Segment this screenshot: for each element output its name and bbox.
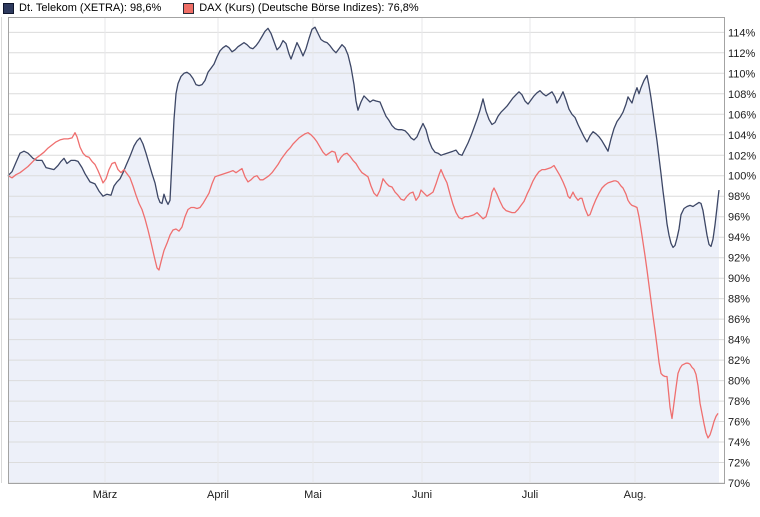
x-month-label: Juni bbox=[412, 489, 432, 501]
telekom-area-fill bbox=[8, 27, 719, 483]
y-tick-label: 76% bbox=[728, 417, 750, 429]
y-tick-label: 92% bbox=[728, 253, 750, 265]
x-month-label: Aug. bbox=[624, 489, 647, 501]
y-tick-label: 84% bbox=[728, 335, 750, 347]
x-month-label: Mai bbox=[304, 489, 322, 501]
y-tick-label: 100% bbox=[728, 171, 756, 183]
legend: Dt. Telekom (XETRA): 98,6% DAX (Kurs) (D… bbox=[3, 1, 419, 15]
y-tick-label: 96% bbox=[728, 212, 750, 224]
y-tick-label: 106% bbox=[728, 109, 756, 121]
dax-series-swatch-icon bbox=[183, 2, 195, 14]
plot-border bbox=[8, 17, 725, 484]
legend-item-telekom: Dt. Telekom (XETRA): 98,6% bbox=[3, 2, 161, 14]
y-tick-label: 114% bbox=[728, 27, 756, 39]
x-month-label: Juli bbox=[522, 489, 539, 501]
y-tick-label: 72% bbox=[728, 458, 750, 470]
y-tick-label: 86% bbox=[728, 314, 750, 326]
y-tick-label: 90% bbox=[728, 273, 750, 285]
y-tick-label: 80% bbox=[728, 376, 750, 388]
y-tick-label: 112% bbox=[728, 48, 756, 60]
y-tick-label: 104% bbox=[728, 130, 756, 142]
y-tick-label: 74% bbox=[728, 437, 750, 449]
legend-label-telekom: Dt. Telekom (XETRA): 98,6% bbox=[19, 2, 162, 14]
legend-label-dax: DAX (Kurs) (Deutsche Börse Indizes): 76,… bbox=[199, 2, 419, 14]
y-tick-label: 110% bbox=[728, 68, 756, 80]
dax-series-line bbox=[7, 132, 719, 439]
x-month-label: März bbox=[93, 489, 117, 501]
x-month-label: April bbox=[207, 489, 229, 501]
legend-item-dax: DAX (Kurs) (Deutsche Börse Indizes): 76,… bbox=[183, 2, 419, 14]
y-tick-label: 88% bbox=[728, 294, 750, 306]
y-tick-label: 70% bbox=[728, 478, 750, 490]
telekom-series-swatch-icon bbox=[3, 2, 14, 14]
y-tick-label: 98% bbox=[728, 191, 750, 203]
y-tick-label: 94% bbox=[728, 232, 750, 244]
y-tick-label: 78% bbox=[728, 396, 750, 408]
y-tick-label: 102% bbox=[728, 150, 756, 162]
y-tick-label: 108% bbox=[728, 89, 756, 101]
y-tick-label: 82% bbox=[728, 355, 750, 367]
telekom-series-line bbox=[7, 26, 720, 249]
